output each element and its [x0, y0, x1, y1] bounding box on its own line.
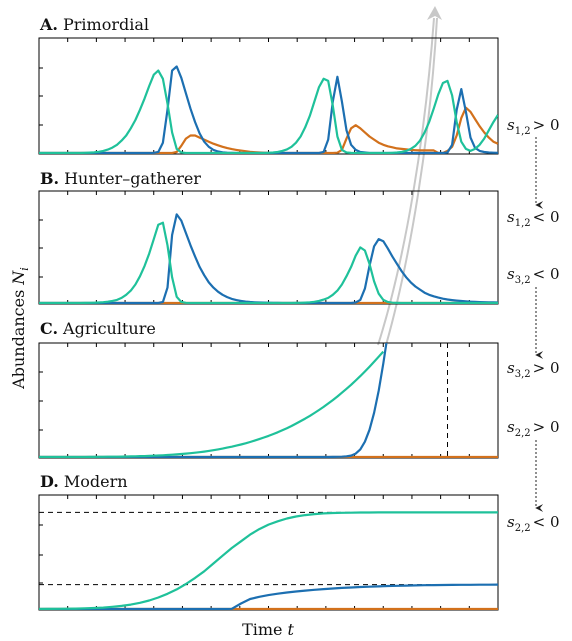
growth-arrow-head [427, 6, 442, 20]
condition-s12-positive-var: s [507, 116, 515, 134]
panel-a-name: Primordial [63, 15, 149, 34]
panel-d-species-2-line [39, 583, 498, 610]
condition-s12-negative: s1,2 < 0 [507, 208, 560, 229]
y-axis-label-text: Abundances [9, 290, 28, 390]
panel-d-species-1-line [39, 511, 498, 610]
growth-arrow-shaft-inner [385, 17, 438, 346]
panel-c-plot [38, 342, 499, 459]
panel-a-letter: A. [39, 15, 58, 34]
condition-s32-positive-sub: 3,2 [515, 369, 531, 380]
panel-a-plot [38, 37, 499, 155]
panel-c-ticks [38, 343, 499, 458]
panel-c-title: C. Agriculture [40, 319, 156, 338]
condition-s32-negative-rel: < 0 [533, 265, 560, 283]
condition-s32-positive-rel: > 0 [533, 359, 560, 377]
condition-s32-positive-var: s [507, 359, 515, 377]
panel-b-species-2-line [39, 213, 498, 304]
condition-s32-negative-sub: 3,2 [515, 275, 531, 286]
panel-c-name: Agriculture [62, 319, 156, 338]
condition-s22-positive-var: s [507, 418, 515, 436]
panel-b-plot [38, 190, 499, 305]
condition-s22-positive-rel: > 0 [533, 418, 560, 436]
condition-s32-positive: s3,2 > 0 [507, 359, 560, 380]
panel-a-title: A. Primordial [39, 15, 149, 34]
condition-s22-negative-sub: 2,2 [515, 523, 531, 534]
condition-s32-negative: s3,2 < 0 [507, 265, 560, 286]
panel-b-lines [39, 213, 498, 304]
condition-s22-negative: s2,2 < 0 [507, 513, 560, 534]
condition-s22-negative-rel: < 0 [533, 513, 560, 531]
condition-s12-positive: s1,2 > 0 [507, 116, 560, 137]
y-axis-label: Abundances Ni [9, 267, 31, 390]
panel-c-species-2-line [39, 343, 388, 458]
y-axis-label-sub: i [18, 267, 31, 271]
panel-d-plot [38, 494, 499, 611]
condition-s12-positive-sub: 1,2 [515, 126, 531, 137]
panel-c-frame [38, 342, 499, 459]
panel-b-species-1-line [39, 221, 498, 304]
condition-s22-positive-sub: 2,2 [515, 428, 531, 439]
panel-a-ticks [38, 38, 499, 154]
panel-b-letter: B. [40, 169, 59, 188]
growth-arrow [377, 6, 442, 346]
panel-d-lines [39, 511, 498, 610]
panel-b-ticks [38, 191, 499, 304]
y-axis-label-var: N [9, 270, 28, 286]
panel-d-name: Modern [64, 472, 128, 491]
panel-b-title: B. Hunter–gatherer [40, 169, 201, 188]
condition-s22-positive: s2,2 > 0 [507, 418, 560, 439]
panel-c-species-1-line [39, 350, 385, 458]
panel-a-lines [39, 65, 498, 154]
panel-c-lines [39, 343, 498, 458]
condition-s12-positive-rel: > 0 [533, 116, 560, 134]
growth-arrow-shaft-outer [377, 17, 435, 346]
condition-s12-negative-var: s [507, 208, 515, 226]
panel-a-species-1-line [39, 69, 498, 154]
panel-d-title: D. Modern [40, 472, 128, 491]
condition-s22-negative-var: s [507, 513, 515, 531]
panel-c-letter: C. [40, 319, 58, 338]
condition-s12-negative-sub: 1,2 [515, 218, 531, 229]
x-axis-label-var: t [288, 620, 295, 639]
x-axis-label-text: Time [242, 620, 282, 639]
panel-d-letter: D. [40, 472, 59, 491]
panel-b-frame [38, 190, 499, 305]
panel-a-frame [38, 37, 499, 155]
condition-s12-negative-rel: < 0 [533, 208, 560, 226]
condition-s32-negative-var: s [507, 265, 515, 283]
panel-b-name: Hunter–gatherer [64, 169, 201, 188]
x-axis-label: Time t [242, 620, 294, 639]
